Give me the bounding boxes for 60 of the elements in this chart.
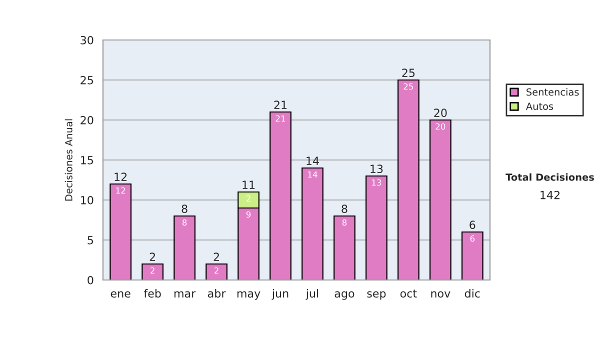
bar <box>461 231 484 280</box>
total-label: 12 <box>114 172 127 181</box>
x-tick-label: abr <box>208 289 226 298</box>
data-label: 20 <box>436 123 446 130</box>
total-label: 8 <box>342 204 348 214</box>
x-tick-label: nov <box>431 291 450 298</box>
total-label: 2 <box>214 252 219 261</box>
x-tick-label: oct <box>400 290 417 298</box>
total-label: 6 <box>470 220 476 230</box>
legend-label: Autos <box>526 102 554 110</box>
total-label: 21 <box>274 100 287 109</box>
bar <box>334 215 356 280</box>
bar <box>397 79 420 280</box>
data-label: 2 <box>246 195 250 202</box>
x-tick-label: ago <box>334 291 354 300</box>
y-tick-label: 15 <box>81 156 93 164</box>
data-label: 2 <box>214 267 218 274</box>
bar <box>142 263 164 280</box>
y-axis-title: Decisiones Anual <box>64 119 72 201</box>
data-label: 9 <box>246 211 251 218</box>
data-label: 14 <box>308 171 318 178</box>
y-tick-label: 10 <box>81 196 94 204</box>
total-label: 20 <box>434 108 447 118</box>
y-tick-label: 25 <box>80 76 93 84</box>
total-label: 25 <box>402 68 415 78</box>
data-label: 8 <box>182 219 187 226</box>
bar <box>429 119 452 280</box>
bar <box>206 263 228 280</box>
data-label: 6 <box>470 235 475 242</box>
y-tick-label: 20 <box>80 116 94 124</box>
text: 142 <box>540 190 560 200</box>
data-label: 12 <box>116 187 126 194</box>
bar <box>366 175 388 280</box>
bar <box>174 215 196 280</box>
total-label: 13 <box>370 164 383 174</box>
data-label: 25 <box>404 83 414 90</box>
total-label: 2 <box>150 252 155 261</box>
data-label: 21 <box>276 115 286 122</box>
data-label: 13 <box>372 179 382 186</box>
legend-label: Sentencias <box>526 88 579 96</box>
x-tick-label: mar <box>174 291 196 298</box>
bar <box>302 167 324 280</box>
x-tick-label: dic <box>464 289 480 298</box>
x-tick-label: ene <box>110 291 130 298</box>
x-tick-label: jul <box>306 289 318 300</box>
total-label: 14 <box>306 156 319 165</box>
total-label: 8 <box>182 204 188 214</box>
data-label: 8 <box>342 219 347 226</box>
y-tick-label: 0 <box>88 276 94 284</box>
total-label: 11 <box>242 180 255 189</box>
bar <box>110 183 132 280</box>
x-tick-label: jun <box>272 289 288 300</box>
y-tick-label: 5 <box>88 236 93 244</box>
x-tick-label: sep <box>367 291 386 300</box>
x-tick-label: feb <box>144 289 161 298</box>
data-label: 2 <box>150 267 154 274</box>
x-tick-label: may <box>237 291 260 300</box>
text: Total Decisiones <box>506 173 594 181</box>
bar <box>270 111 292 280</box>
y-tick-label: 30 <box>80 36 94 44</box>
